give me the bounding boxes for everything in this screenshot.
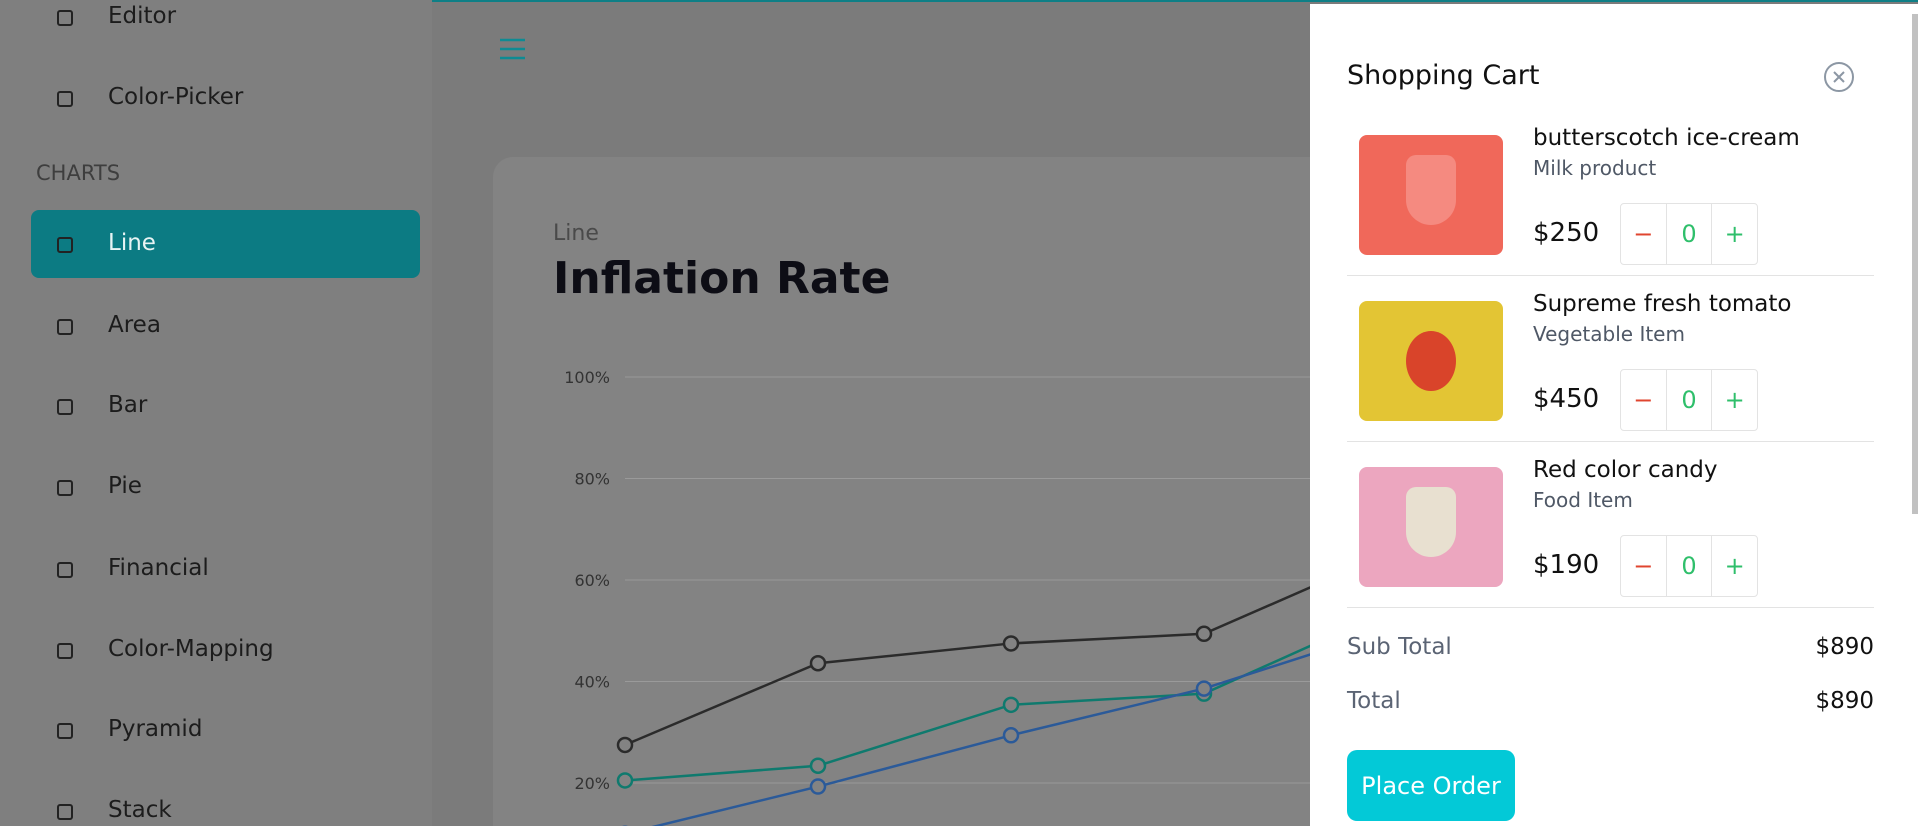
chart-nav-icon bbox=[57, 237, 73, 253]
quantity: 0 bbox=[1665, 370, 1712, 430]
quantity: 0 bbox=[1665, 536, 1712, 596]
nav-item[interactable]: Pie bbox=[108, 473, 142, 499]
point bbox=[1002, 635, 1020, 652]
nav-item[interactable]: Line bbox=[108, 230, 156, 256]
increase-button[interactable]: + bbox=[1711, 204, 1757, 264]
product-shape bbox=[1406, 331, 1456, 391]
nav-item[interactable]: Stack bbox=[108, 797, 172, 823]
chart-title: Inflation Rate bbox=[553, 253, 890, 304]
nav-item[interactable]: Financial bbox=[108, 555, 209, 581]
point bbox=[809, 757, 827, 774]
nav-item[interactable]: Area bbox=[108, 312, 161, 338]
divider bbox=[1347, 441, 1874, 442]
product-price: $190 bbox=[1533, 550, 1600, 580]
nav-item[interactable]: Pyramid bbox=[108, 716, 203, 742]
section-title: CHARTS bbox=[36, 161, 121, 185]
nav-icon bbox=[57, 10, 73, 26]
y-tick-label: 20% bbox=[574, 774, 610, 793]
divider bbox=[1347, 275, 1874, 276]
product-price: $250 bbox=[1533, 218, 1600, 248]
main: Line Inflation Rate 20% 40% 60% 80% 100% bbox=[493, 38, 1310, 826]
decrease-button[interactable]: − bbox=[1633, 552, 1654, 580]
menu-button[interactable] bbox=[500, 38, 525, 60]
card bbox=[493, 157, 1310, 826]
point bbox=[1002, 727, 1020, 744]
product-category: Food Item bbox=[1533, 488, 1633, 512]
point bbox=[809, 778, 827, 795]
y-tick-label: 100% bbox=[564, 368, 610, 387]
decrease-button[interactable]: − bbox=[1633, 386, 1654, 414]
point bbox=[616, 772, 634, 789]
total-label: Total bbox=[1347, 688, 1401, 714]
point bbox=[616, 736, 634, 754]
product-category: Milk product bbox=[1533, 156, 1657, 180]
product-name: butterscotch ice-cream bbox=[1533, 125, 1800, 151]
nav-item[interactable]: Color-Picker bbox=[108, 84, 244, 110]
chart-nav-icon bbox=[57, 643, 73, 659]
product-image bbox=[1359, 135, 1503, 255]
point bbox=[1002, 696, 1020, 714]
chart-subtitle: Line bbox=[553, 221, 599, 246]
chart-nav-icon bbox=[57, 723, 73, 739]
product-category: Vegetable Item bbox=[1533, 322, 1685, 346]
chart-nav-icon bbox=[57, 399, 73, 415]
chart-nav-icon bbox=[57, 480, 73, 496]
quantity-control: −0 + bbox=[1620, 369, 1758, 431]
divider bbox=[1347, 607, 1874, 608]
top-bar bbox=[0, 0, 1918, 2]
decrease-button[interactable]: − bbox=[1633, 220, 1654, 248]
product-image bbox=[1359, 301, 1503, 421]
increase-button[interactable]: + bbox=[1711, 536, 1757, 596]
product-price: $450 bbox=[1533, 384, 1600, 414]
quantity: 0 bbox=[1665, 204, 1712, 264]
place-order-button[interactable]: Place Order bbox=[1347, 750, 1515, 821]
nav-icon bbox=[57, 91, 73, 107]
product-shape bbox=[1406, 155, 1456, 225]
point bbox=[1195, 625, 1213, 643]
quantity-control: −0 + bbox=[1620, 203, 1758, 265]
chart-nav-icon bbox=[57, 562, 73, 578]
nav-item[interactable]: Editor bbox=[108, 3, 177, 29]
y-tick-label: 60% bbox=[574, 571, 610, 590]
scrollbar bbox=[1912, 14, 1918, 514]
nav-item[interactable]: Bar bbox=[108, 392, 148, 418]
y-tick-label: 80% bbox=[574, 470, 610, 489]
sidebar: Editor Color-Picker CHARTS Line Area Bar Pie Fi… bbox=[0, 0, 432, 826]
y-tick-label: 40% bbox=[574, 673, 610, 692]
close-button[interactable] bbox=[1823, 61, 1855, 93]
cart-title: Shopping Cart bbox=[1347, 60, 1540, 91]
cart-panel: Shopping Cart butterscotch ice-cream Milk… bbox=[1310, 4, 1918, 826]
point bbox=[1195, 680, 1213, 697]
product-name: Supreme fresh tomato bbox=[1533, 291, 1792, 317]
product-image bbox=[1359, 467, 1503, 587]
chart-nav-icon bbox=[57, 804, 73, 820]
total: $890 bbox=[1815, 688, 1874, 714]
active-highlight bbox=[31, 210, 420, 278]
chart-nav-icon bbox=[57, 319, 73, 335]
subtotal: $890 bbox=[1815, 634, 1874, 660]
increase-button[interactable]: + bbox=[1711, 370, 1757, 430]
quantity-control: −0 + bbox=[1620, 535, 1758, 597]
subtotal-label: Sub Total bbox=[1347, 634, 1452, 660]
product-shape bbox=[1406, 487, 1456, 557]
point bbox=[809, 654, 827, 672]
nav-item[interactable]: Color-Mapping bbox=[108, 636, 274, 662]
product-name: Red color candy bbox=[1533, 457, 1718, 483]
